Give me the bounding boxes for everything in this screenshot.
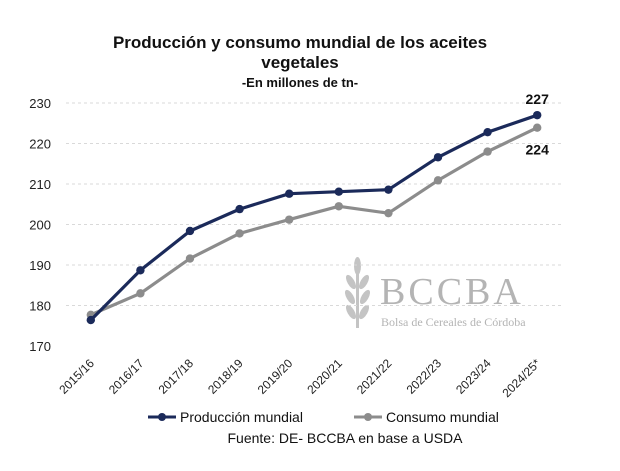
x-tick-label: 2022/23: [404, 356, 445, 397]
x-tick-label: 2019/20: [255, 356, 296, 397]
data-point: [433, 176, 443, 185]
chart-title-line-2: vegetales: [261, 53, 339, 72]
y-axis-ticks: 170 180 190 200 210 220 230: [29, 96, 51, 354]
data-point: [334, 187, 343, 196]
data-point: [185, 254, 195, 263]
data-point: [334, 202, 343, 211]
data-point: [533, 110, 542, 120]
data-point: [483, 127, 492, 137]
data-point: [136, 266, 145, 275]
data-point: [235, 229, 244, 238]
series-lines: [86, 110, 542, 325]
data-point: [86, 315, 96, 325]
legend-marker-produccion: [158, 413, 166, 421]
y-tick-label: 180: [29, 299, 51, 314]
x-tick-label: 2015/16: [56, 356, 97, 397]
data-point: [285, 189, 294, 198]
data-point: [185, 226, 195, 236]
data-point: [285, 215, 294, 224]
legend-label-consumo: Consumo mundial: [386, 409, 499, 425]
grid-lines: [66, 102, 562, 306]
data-point: [483, 147, 492, 156]
x-tick-label: 2023/24: [453, 356, 494, 397]
bccba-watermark: BCCBA Bolsa de Cereales de Córdoba: [344, 257, 526, 329]
x-tick-label: 2017/18: [156, 356, 197, 397]
watermark-letters: BCCBA: [380, 271, 524, 313]
data-point: [235, 204, 244, 214]
data-point: [136, 289, 145, 298]
legend-marker-consumo: [364, 413, 372, 421]
series-line-0: [89, 113, 538, 322]
y-tick-label: 230: [29, 96, 51, 111]
x-axis-ticks: 2015/16 2016/17 2017/18 2018/19 2019/20 2020/…: [56, 356, 543, 400]
y-tick-label: 220: [29, 137, 51, 152]
x-tick-label: 2021/22: [354, 356, 395, 397]
x-tick-label: 2020/21: [304, 356, 345, 397]
x-tick-label: 2024/25*: [499, 356, 543, 400]
x-tick-label: 2018/19: [205, 356, 246, 397]
y-tick-label: 190: [29, 258, 51, 273]
chart-title-line-1: Producción y consumo mundial de los acei…: [113, 33, 487, 52]
end-label-produccion: 227: [526, 91, 550, 107]
end-labels: 227 224: [526, 91, 550, 158]
x-tick-label: 2016/17: [106, 356, 147, 397]
y-tick-label: 170: [29, 339, 51, 354]
wheat-icon: [344, 257, 371, 328]
legend-label-produccion: Producción mundial: [180, 409, 303, 425]
data-point: [433, 153, 443, 162]
chart-subtitle: -En millones de tn-: [242, 75, 358, 90]
legend: Producción mundial Consumo mundial: [148, 409, 499, 425]
y-tick-label: 200: [29, 218, 51, 233]
source-note: Fuente: DE- BCCBA en base a USDA: [228, 430, 464, 446]
data-point: [384, 208, 393, 218]
end-label-consumo: 224: [526, 142, 550, 158]
watermark-subtitle: Bolsa de Cereales de Córdoba: [381, 315, 526, 329]
data-point: [384, 185, 393, 194]
y-tick-label: 210: [29, 177, 51, 192]
series-line-1: [90, 126, 538, 317]
data-point: [533, 123, 542, 132]
